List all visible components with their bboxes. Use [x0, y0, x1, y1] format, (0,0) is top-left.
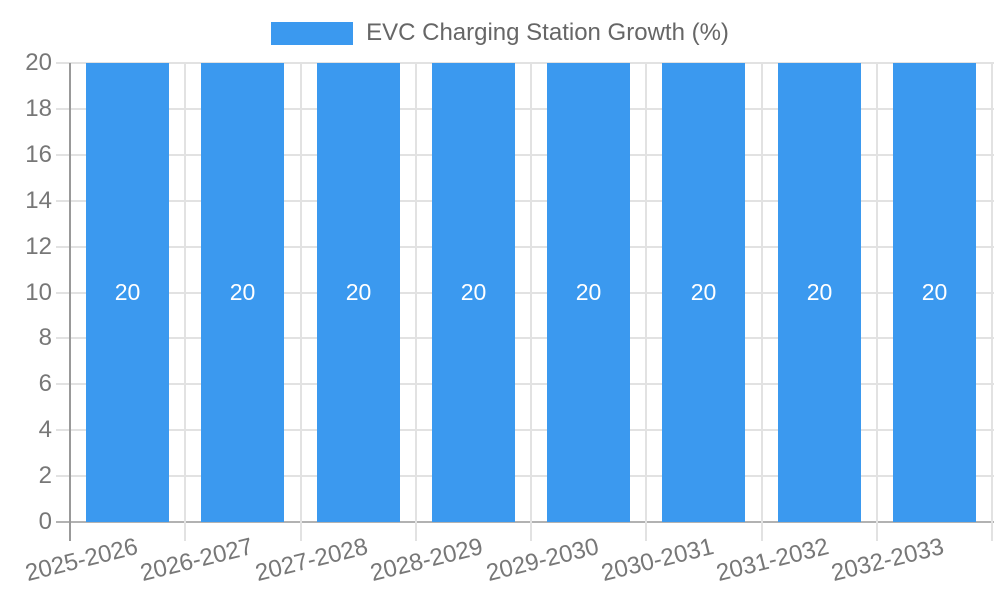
x-gridline: [645, 63, 647, 522]
bar-value-label: 20: [345, 279, 372, 305]
y-tick-label: 4: [38, 416, 52, 443]
legend: EVC Charging Station Growth (%): [0, 20, 1000, 46]
y-gridline: [56, 292, 994, 294]
x-gridline: [530, 63, 532, 522]
y-tick-label: 6: [38, 370, 52, 397]
y-gridline: [56, 429, 994, 431]
bar: 20: [432, 63, 515, 522]
x-axis-line: [56, 521, 994, 523]
y-tick-label: 0: [38, 508, 52, 535]
bar: 20: [778, 63, 861, 522]
x-tick-mark: [876, 522, 878, 541]
legend-item[interactable]: EVC Charging Station Growth (%): [271, 20, 729, 46]
y-gridline: [56, 337, 994, 339]
y-tick-label: 20: [25, 49, 52, 76]
y-tick-label: 14: [25, 187, 52, 214]
x-tick-mark: [530, 522, 532, 541]
bar-value-label: 20: [114, 279, 141, 305]
bar-value-label: 20: [921, 279, 948, 305]
y-axis-line: [69, 63, 71, 541]
y-gridline: [56, 383, 994, 385]
x-gridline: [876, 63, 878, 522]
y-tick-label: 8: [38, 324, 52, 351]
bar-value-label: 20: [806, 279, 833, 305]
y-gridline: [56, 108, 994, 110]
x-tick-mark: [184, 522, 186, 541]
bar-value-label: 20: [229, 279, 256, 305]
legend-label: EVC Charging Station Growth (%): [366, 19, 729, 46]
x-gridline: [300, 63, 302, 522]
bar: 20: [547, 63, 630, 522]
bar-value-label: 20: [575, 279, 602, 305]
x-gridline: [415, 63, 417, 522]
y-tick-label: 16: [25, 141, 52, 168]
x-gridline: [991, 63, 993, 522]
bar: 20: [86, 63, 169, 522]
x-tick-mark: [761, 522, 763, 541]
x-tick-mark: [300, 522, 302, 541]
y-tick-label: 18: [25, 95, 52, 122]
x-tick-mark: [645, 522, 647, 541]
y-tick-label: 10: [25, 279, 52, 306]
x-gridline: [184, 63, 186, 522]
bar-value-label: 20: [460, 279, 487, 305]
x-tick-mark: [415, 522, 417, 541]
bar: 20: [893, 63, 976, 522]
bar-value-label: 20: [690, 279, 717, 305]
bar: 20: [317, 63, 400, 522]
y-gridline: [56, 200, 994, 202]
x-gridline: [761, 63, 763, 522]
y-gridline: [56, 62, 994, 64]
y-tick-label: 2: [38, 462, 52, 489]
y-tick-label: 12: [25, 233, 52, 260]
bar: 20: [662, 63, 745, 522]
legend-swatch: [271, 21, 354, 45]
bar: 20: [201, 63, 284, 522]
y-gridline: [56, 154, 994, 156]
x-tick-mark: [991, 522, 993, 541]
y-gridline: [56, 475, 994, 477]
y-gridline: [56, 246, 994, 248]
